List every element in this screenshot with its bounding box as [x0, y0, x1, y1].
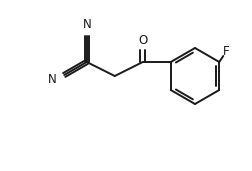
Text: F: F: [222, 45, 229, 58]
Text: O: O: [138, 35, 147, 48]
Text: N: N: [48, 74, 57, 87]
Text: N: N: [82, 18, 91, 31]
